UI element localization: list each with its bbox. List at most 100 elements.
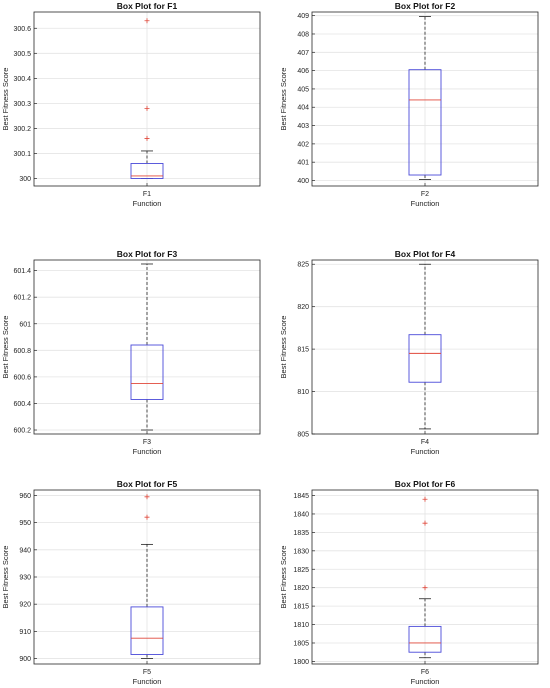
- axes-frame: [311, 489, 539, 665]
- y-tick-label: 950: [19, 520, 31, 527]
- y-axis-label: Best Fitness Score: [279, 546, 288, 609]
- y-tick-label: 300.4: [13, 76, 31, 83]
- y-tick-label: 401: [297, 160, 309, 167]
- outlier-marker: [144, 514, 150, 520]
- y-tick-label: 920: [19, 602, 31, 609]
- axes-frame: [33, 489, 261, 665]
- chart-title: Box Plot for F5: [117, 479, 178, 489]
- y-tick-label: 810: [297, 389, 309, 396]
- outlier-marker: [144, 18, 150, 24]
- axes-frame: [33, 259, 261, 435]
- x-tick-label: F1: [143, 191, 151, 198]
- x-axis-label: Function: [411, 447, 440, 456]
- y-tick-label: 1820: [293, 585, 309, 592]
- y-tick-label: 900: [19, 656, 31, 663]
- y-tick-label: 825: [297, 262, 309, 269]
- x-tick-label: F6: [421, 669, 429, 676]
- y-axis-label: Best Fitness Score: [279, 316, 288, 379]
- y-tick-label: 407: [297, 50, 309, 57]
- y-tick-label: 406: [297, 68, 309, 75]
- y-tick-label: 1840: [293, 511, 309, 518]
- chart-panel-f6: 1800 1805 1810 1815 1820 1825 1830 1835 1840 1845…: [279, 479, 539, 686]
- y-axis-label: Best Fitness Score: [1, 68, 10, 131]
- box-plot-f3: [130, 263, 164, 431]
- x-axis-label: Function: [133, 447, 162, 456]
- box-plot-f1: [130, 18, 164, 179]
- y-tick-label: 300: [19, 176, 31, 183]
- interquartile-box: [408, 625, 442, 653]
- y-tick-label: 402: [297, 141, 309, 148]
- y-tick-label: 300.1: [13, 151, 31, 158]
- box-plot-f6: [408, 496, 442, 659]
- axes-frame: [311, 259, 539, 435]
- outlier-marker: [144, 494, 150, 500]
- y-tick-label: 1800: [293, 659, 309, 666]
- y-axis-label: Best Fitness Score: [1, 546, 10, 609]
- y-axis-label: Best Fitness Score: [279, 68, 288, 131]
- y-tick-label: 601.4: [13, 268, 31, 275]
- chart-panel-f5: 900 910 920 930 940 950 960 F5 Box Plot for F5 Fu…: [1, 479, 261, 686]
- chart-title: Box Plot for F1: [117, 1, 178, 11]
- x-tick-label: F4: [421, 439, 429, 446]
- y-tick-label: 408: [297, 31, 309, 38]
- chart-title: Box Plot for F2: [395, 1, 456, 11]
- y-tick-label: 405: [297, 86, 309, 93]
- axes-frame: [311, 11, 539, 187]
- interquartile-box: [130, 606, 164, 655]
- y-tick-label: 930: [19, 575, 31, 582]
- y-tick-label: 940: [19, 547, 31, 554]
- x-axis-label: Function: [133, 677, 162, 686]
- outlier-marker: [144, 105, 150, 111]
- y-tick-label: 1835: [293, 530, 309, 537]
- y-axis-label: Best Fitness Score: [1, 316, 10, 379]
- y-tick-label: 300.2: [13, 126, 31, 133]
- x-axis-label: Function: [411, 677, 440, 686]
- y-tick-label: 600.8: [13, 348, 31, 355]
- y-tick-label: 300.6: [13, 26, 31, 33]
- y-tick-label: 404: [297, 105, 309, 112]
- y-tick-label: 403: [297, 123, 309, 130]
- y-tick-label: 300.3: [13, 101, 31, 108]
- y-tick-label: 300.5: [13, 51, 31, 58]
- chart-title: Box Plot for F6: [395, 479, 456, 489]
- chart-panel-f1: 300 300.1 300.2 300.3 300.4 300.5 300.6 F1 Box P…: [1, 1, 261, 208]
- interquartile-box: [408, 69, 442, 176]
- y-tick-label: 1845: [293, 493, 309, 500]
- y-tick-label: 805: [297, 432, 309, 439]
- y-tick-label: 1825: [293, 567, 309, 574]
- outlier-marker: [422, 496, 428, 502]
- x-tick-label: F3: [143, 439, 151, 446]
- interquartile-box: [408, 334, 442, 383]
- y-tick-label: 600.4: [13, 401, 31, 408]
- x-tick-label: F2: [421, 191, 429, 198]
- interquartile-box: [130, 163, 164, 179]
- x-axis-label: Function: [133, 199, 162, 208]
- x-axis-label: Function: [411, 199, 440, 208]
- chart-panel-f4: 805 810 815 820 825 F4 Box Plot for F4 Function…: [279, 249, 539, 456]
- chart-panel-f2: 400 401 402 403 404 405 406 407 408 409 F2 Box Plot…: [279, 1, 539, 208]
- y-tick-label: 601.2: [13, 295, 31, 302]
- y-tick-label: 815: [297, 347, 309, 354]
- chart-panel-f3: 600.2 600.4 600.6 600.8 601 601.2 601.4 F3 Box P…: [1, 249, 261, 456]
- box-plot-f5: [130, 494, 164, 659]
- box-plot-f4: [408, 263, 442, 430]
- y-tick-label: 400: [297, 178, 309, 185]
- y-tick-label: 910: [19, 629, 31, 636]
- outlier-marker: [422, 585, 428, 591]
- y-tick-label: 1805: [293, 640, 309, 647]
- y-tick-label: 600.6: [13, 374, 31, 381]
- y-tick-label: 1810: [293, 622, 309, 629]
- chart-title: Box Plot for F3: [117, 249, 178, 259]
- y-tick-label: 1830: [293, 548, 309, 555]
- y-tick-label: 601: [19, 321, 31, 328]
- y-tick-label: 1815: [293, 604, 309, 611]
- y-tick-label: 409: [297, 13, 309, 20]
- chart-title: Box Plot for F4: [395, 249, 456, 259]
- x-tick-label: F5: [143, 669, 151, 676]
- interquartile-box: [130, 344, 164, 400]
- y-tick-label: 960: [19, 493, 31, 500]
- outlier-marker: [422, 520, 428, 526]
- box-plot-f2: [408, 16, 442, 180]
- outlier-marker: [144, 135, 150, 141]
